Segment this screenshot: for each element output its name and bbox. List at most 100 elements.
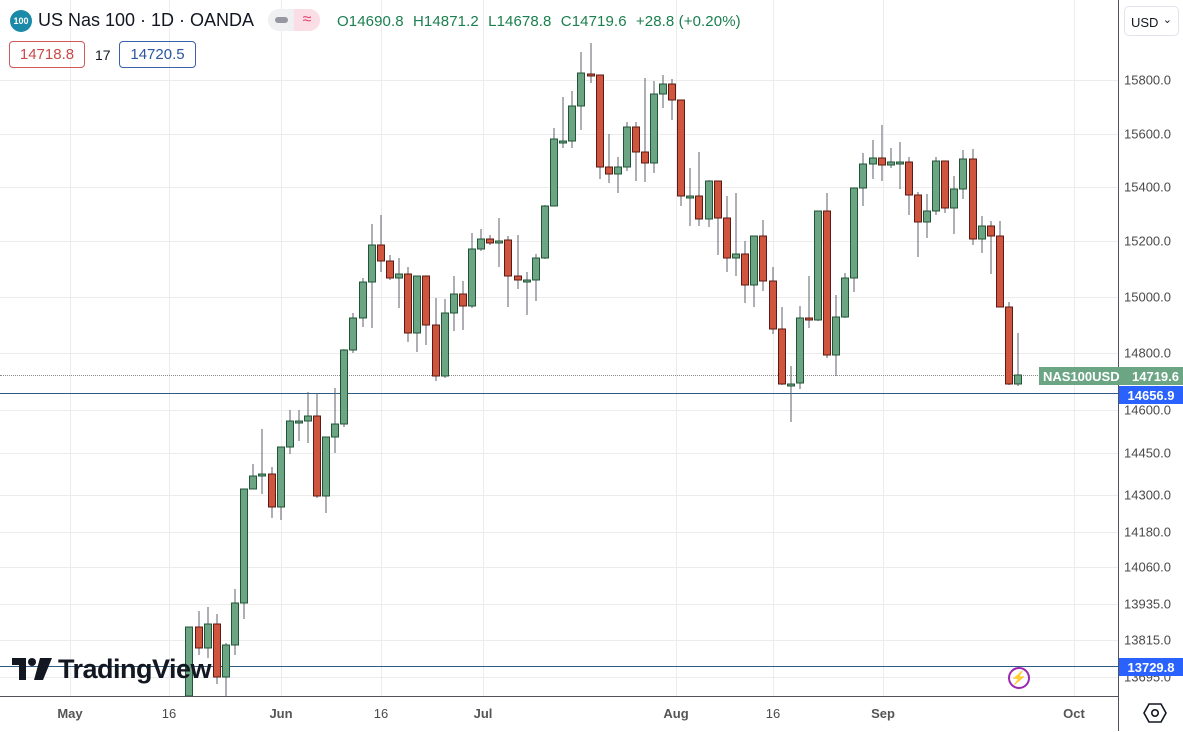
candle [623, 122, 631, 171]
vertical-gridline [1074, 0, 1075, 696]
candle [532, 254, 540, 301]
candle [322, 436, 330, 513]
symbol-title[interactable]: US Nas 100 · 1D · OANDA [38, 10, 255, 30]
chart-header: 100 US Nas 100 · 1D · OANDA ≈ O14690.8 H… [0, 0, 1118, 68]
level-2-label: 13729.8 [1119, 658, 1183, 676]
price-tick-label: 14300.0 [1124, 487, 1171, 503]
candle [231, 589, 239, 655]
time-tick-label: Oct [1063, 706, 1085, 721]
approx-icon[interactable]: ≈ [294, 9, 320, 31]
candle [541, 205, 549, 259]
time-tick-label: 16 [765, 706, 781, 721]
candle [286, 410, 294, 454]
currency-dropdown[interactable]: USD ⌄ [1124, 6, 1179, 36]
horizontal-level-line-2[interactable] [0, 666, 1118, 667]
horizontal-gridline [0, 567, 1118, 568]
candle [486, 235, 494, 245]
tradingview-logo[interactable]: TradingView [12, 653, 212, 684]
candle [759, 220, 767, 291]
price-tick-label: 14800.0 [1124, 345, 1171, 361]
candle [723, 196, 731, 272]
minus-icon[interactable] [275, 17, 288, 23]
candle [1014, 333, 1022, 386]
last-price-dotted-line [0, 375, 1040, 376]
vertical-gridline [773, 0, 774, 696]
candle [477, 229, 485, 251]
ohlc-values: O14690.8 H14871.2 L14678.8 C14719.6 +28.… [337, 13, 746, 30]
horizontal-gridline [0, 187, 1118, 188]
candle [340, 349, 348, 427]
candle [277, 446, 285, 520]
time-tick-label: Sep [871, 706, 895, 721]
candlestick-series [185, 43, 1022, 696]
candle [596, 74, 604, 179]
candle [432, 298, 440, 381]
candle [905, 157, 913, 215]
candle [268, 467, 276, 518]
time-axis[interactable] [0, 696, 1118, 732]
candle [750, 235, 758, 307]
time-tick-label: 16 [373, 706, 389, 721]
ohlc-low: L14678.8 [488, 13, 552, 30]
candle [386, 255, 394, 280]
candle [832, 295, 840, 376]
candle [732, 193, 740, 276]
candle [796, 306, 804, 389]
candle [359, 278, 367, 327]
candle [941, 160, 949, 213]
candle [395, 258, 403, 308]
ohlc-open: O14690.8 [337, 13, 404, 30]
price-axis[interactable] [1118, 0, 1183, 731]
candle [814, 210, 822, 321]
horizontal-level-line-1[interactable] [0, 393, 1118, 394]
horizontal-gridline [0, 453, 1118, 454]
candle [559, 97, 567, 148]
buy-price-button[interactable]: 14720.5 [119, 41, 196, 68]
price-tick-label: 13815.0 [1124, 632, 1171, 648]
candle [841, 273, 849, 318]
candle [650, 81, 658, 173]
indicator-toggle[interactable]: ≈ [268, 9, 320, 31]
candle [714, 180, 722, 255]
candle [495, 218, 503, 267]
time-tick-label: Aug [663, 706, 689, 721]
candle [686, 168, 694, 226]
price-tick-label: 15200.0 [1124, 233, 1171, 249]
candle [213, 614, 221, 684]
candle [823, 193, 831, 358]
candle [896, 142, 904, 189]
settings-hexagon-icon[interactable] [1143, 702, 1167, 724]
last-price-symbol: NAS100USD [1043, 368, 1120, 384]
candle [304, 392, 312, 443]
candle [577, 52, 585, 130]
ohlc-high: H14871.2 [412, 13, 479, 30]
candle [504, 236, 512, 307]
sell-price-button[interactable]: 14718.8 [9, 41, 85, 68]
tradingview-watermark: TradingView [58, 653, 212, 684]
candle [769, 267, 777, 334]
tradingview-logo-icon [12, 658, 52, 680]
chevron-down-icon: ⌄ [1162, 14, 1172, 26]
candle [869, 140, 877, 179]
time-tick-label: 16 [161, 706, 177, 721]
candle [887, 148, 895, 168]
candle [987, 221, 995, 274]
horizontal-gridline [0, 495, 1118, 496]
last-price-label: NAS100USD 14719.6 [1039, 367, 1183, 385]
candle [969, 149, 977, 245]
vertical-gridline [676, 0, 677, 696]
candle [368, 224, 376, 328]
horizontal-gridline [0, 532, 1118, 533]
candle [413, 275, 421, 352]
candle [996, 221, 1004, 308]
candle [550, 128, 558, 207]
candle [950, 176, 958, 234]
candle [185, 626, 193, 696]
chart-pane[interactable]: TradingView ⚡ [0, 0, 1118, 696]
lightning-icon[interactable]: ⚡ [1008, 667, 1030, 689]
candle [468, 233, 476, 308]
candle [422, 275, 430, 345]
level-2-value: 13729.8 [1127, 659, 1175, 675]
spread-value: 17 [95, 47, 111, 63]
vertical-gridline [381, 0, 382, 696]
